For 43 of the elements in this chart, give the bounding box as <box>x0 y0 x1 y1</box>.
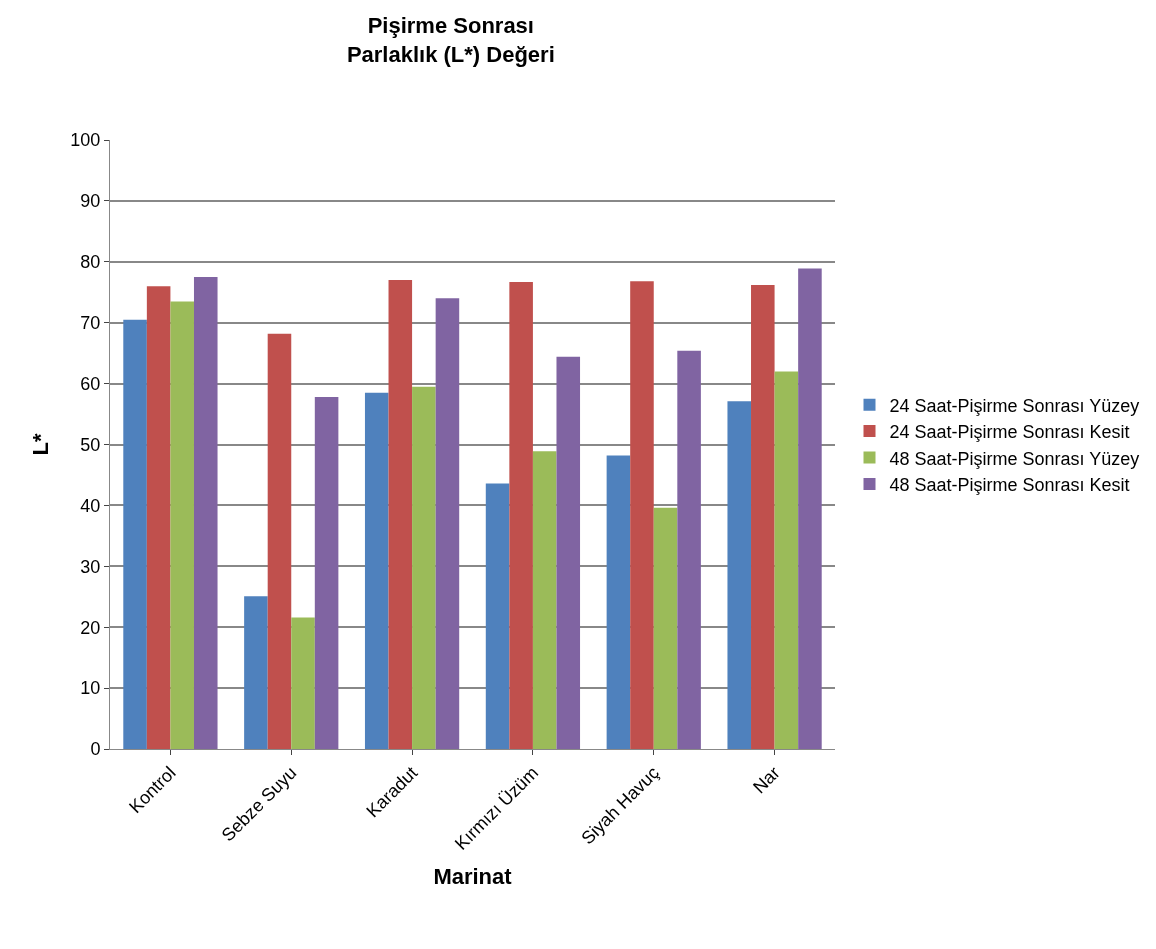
bar <box>556 356 581 749</box>
legend-label: 24 Saat-Pişirme Sonrası Yüzey <box>889 395 1140 416</box>
bar <box>751 284 775 749</box>
bar <box>314 397 339 749</box>
x-tick-label: Nar <box>749 762 784 798</box>
y-tick-label: 40 <box>80 495 101 516</box>
bar <box>123 319 147 749</box>
y-tick-label: 20 <box>80 617 101 638</box>
legend-label: 48 Saat-Pişirme Sonrası Kesit <box>889 474 1130 495</box>
bar <box>170 301 194 749</box>
bar <box>774 371 799 749</box>
bar <box>532 451 557 749</box>
bar <box>727 401 752 749</box>
bar <box>630 281 654 749</box>
y-tick-label: 90 <box>80 191 101 212</box>
y-tick-label: 60 <box>80 373 101 394</box>
bar <box>485 483 510 749</box>
bar <box>291 617 315 749</box>
y-tick-label: 80 <box>80 252 101 273</box>
chart-title: Pişirme Sonrası Parlaklık (L*) Değeri <box>346 13 555 67</box>
y-tick-label: 0 <box>90 739 101 760</box>
bar <box>193 277 218 749</box>
bar <box>653 507 678 749</box>
bar <box>244 596 268 749</box>
legend-label: 48 Saat-Pişirme Sonrası Yüzey <box>889 448 1140 469</box>
bar <box>509 281 533 749</box>
bar <box>364 392 389 749</box>
y-tick-label: 10 <box>80 678 101 699</box>
bar <box>146 286 171 749</box>
y-tick-label: 70 <box>80 313 101 333</box>
bar <box>798 268 822 749</box>
bar <box>606 455 631 749</box>
y-tick-label: 50 <box>80 434 101 455</box>
legend-label: 24 Saat-Pişirme Sonrası Kesit <box>889 422 1130 443</box>
y-tick-label: 100 <box>70 130 101 151</box>
y-axis-title: L* <box>28 433 54 456</box>
x-axis-title: Marinat <box>433 863 513 889</box>
bar <box>388 280 413 749</box>
bar <box>435 298 460 749</box>
bar <box>267 333 292 749</box>
bar <box>412 386 436 749</box>
y-tick-label: 30 <box>80 556 101 577</box>
bar <box>677 350 701 749</box>
